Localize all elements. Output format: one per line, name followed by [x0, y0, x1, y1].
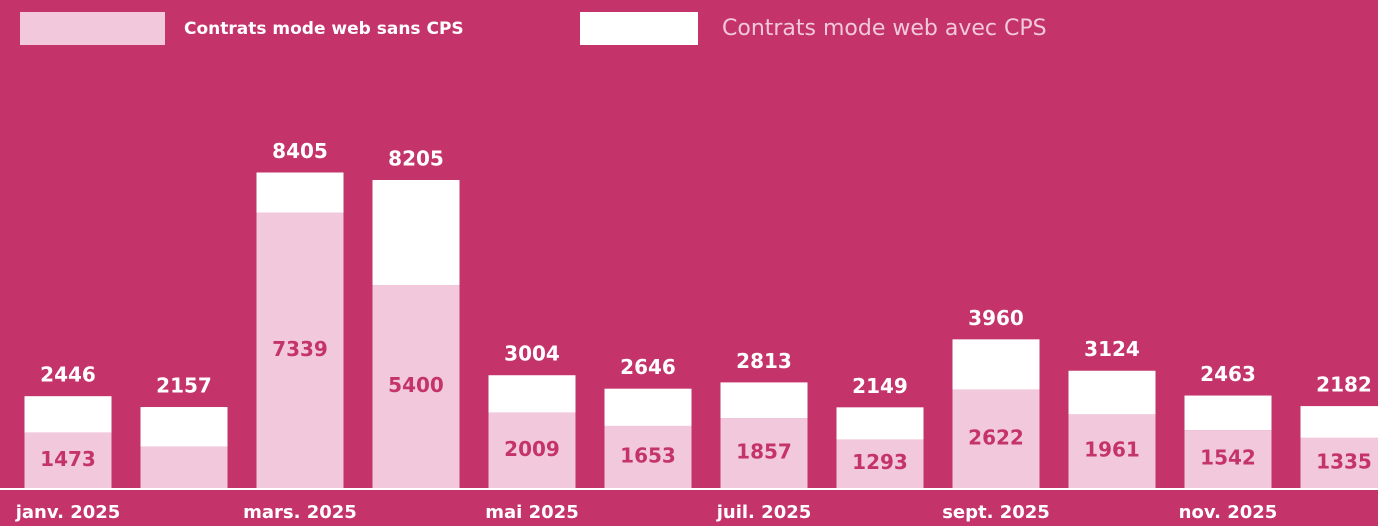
bar-segment — [604, 388, 692, 426]
value-label: 1473 — [40, 447, 96, 471]
x-tick-label: janv. 2025 — [15, 502, 121, 523]
bar-segment — [1300, 437, 1378, 488]
bar-segment — [1300, 406, 1378, 438]
value-label: 5400 — [388, 373, 444, 397]
x-tick-label: nov. 2025 — [1179, 502, 1278, 523]
legend-label: Contrats mode web sans CPS — [184, 19, 464, 39]
bar-segment — [24, 396, 112, 433]
x-tick-label: mai 2025 — [485, 502, 578, 523]
total-label: 3960 — [968, 306, 1024, 330]
bar-segment — [836, 407, 924, 440]
bar-segment — [140, 407, 228, 447]
x-tick-label: sept. 2025 — [942, 502, 1050, 523]
value-label: 1857 — [736, 440, 792, 464]
bar-segment — [256, 212, 344, 488]
total-label: 2813 — [736, 349, 792, 373]
value-label: 1653 — [620, 443, 676, 467]
legend-swatch — [580, 12, 698, 45]
bar-segment — [1068, 414, 1156, 488]
bar-segment — [720, 382, 808, 419]
bar-segment — [952, 389, 1040, 488]
legend-label: Contrats mode web avec CPS — [722, 16, 1047, 41]
x-tick-label: juil. 2025 — [716, 502, 812, 523]
value-label: 7339 — [272, 337, 328, 361]
bar-segment — [1184, 395, 1272, 431]
x-tick-label: mars. 2025 — [243, 502, 357, 523]
bar-segment — [488, 412, 576, 488]
bar-segment — [256, 172, 344, 213]
bar-segment — [372, 285, 460, 488]
total-label: 3124 — [1084, 337, 1140, 361]
total-label: 3004 — [504, 342, 560, 366]
bar-segment — [952, 339, 1040, 390]
value-label: 2009 — [504, 437, 560, 461]
total-label: 8405 — [272, 139, 328, 163]
bar-segment — [836, 439, 924, 488]
total-label: 2149 — [852, 374, 908, 398]
total-label: 2446 — [40, 363, 96, 387]
value-label: 1542 — [1200, 446, 1256, 470]
total-label: 8205 — [388, 146, 444, 170]
bar-segment — [720, 418, 808, 488]
bar-segment — [488, 375, 576, 413]
total-label: 2646 — [620, 355, 676, 379]
value-label: 2622 — [968, 425, 1024, 449]
legend-swatch — [20, 12, 165, 45]
bar-segment — [1068, 370, 1156, 415]
value-label: 1335 — [1316, 449, 1372, 473]
bar-segment — [1184, 430, 1272, 488]
bar-segment — [604, 425, 692, 488]
bar-segment — [140, 446, 228, 488]
value-label: 1293 — [852, 450, 908, 474]
total-label: 2182 — [1316, 373, 1372, 397]
bar-segment — [372, 179, 460, 286]
total-label: 2463 — [1200, 362, 1256, 386]
bar-segment — [24, 432, 112, 488]
total-label: 2157 — [156, 374, 212, 398]
value-label: 1961 — [1084, 438, 1140, 462]
